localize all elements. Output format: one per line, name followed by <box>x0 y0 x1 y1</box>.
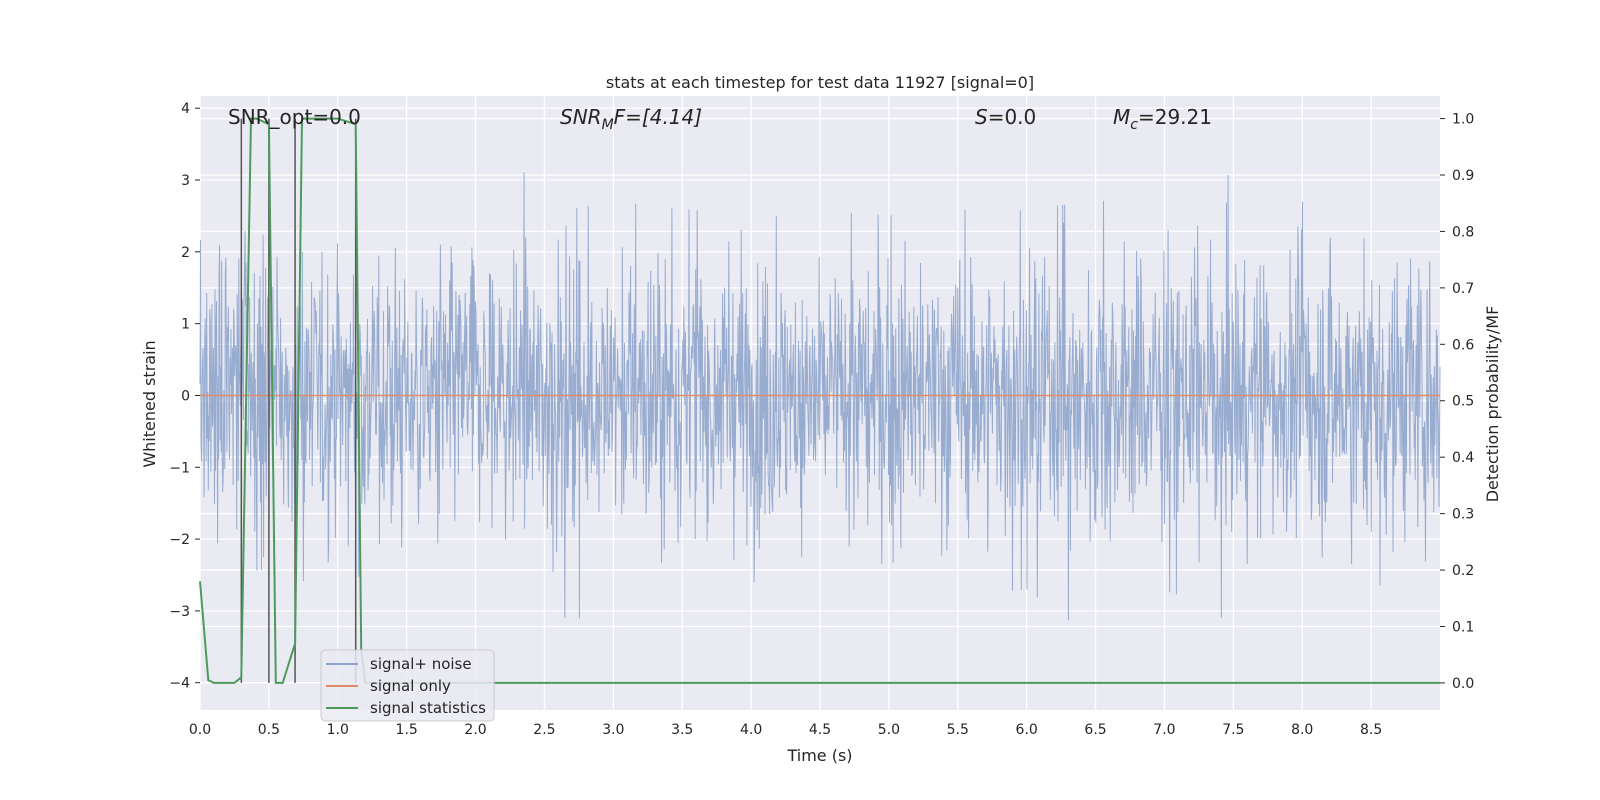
x-tick-label: 1.0 <box>327 722 349 738</box>
annotation-s-symbol: S <box>975 105 988 129</box>
annotation-s-value: =0.0 <box>988 105 1037 129</box>
y-tick-label: 3 <box>181 173 190 189</box>
y2-tick-label: 0.3 <box>1452 507 1474 523</box>
legend-box <box>320 649 495 722</box>
x-tick-label: 4.5 <box>809 722 831 738</box>
stats-line <box>199 117 1440 684</box>
y2-axis-label: Detection probability/MF <box>1483 306 1502 503</box>
y2-tick-label: 0.5 <box>1452 394 1474 410</box>
annotation-mc-subscript: c <box>1130 117 1138 133</box>
x-tick-label: 7.5 <box>1222 722 1244 738</box>
legend-label-signal: signal only <box>370 677 451 695</box>
y2-tick-label: 0.0 <box>1452 676 1474 692</box>
y2-tick-label: 0.8 <box>1452 224 1474 240</box>
x-tick-label: 0.0 <box>189 722 211 738</box>
y-tick-label: 0 <box>181 388 190 404</box>
annotation-mc: Mc=29.21 <box>1113 105 1212 133</box>
x-tick-label: 0.5 <box>258 722 280 738</box>
legend-label-noise: signal+ noise <box>370 655 472 673</box>
y2-tick-label: 1.0 <box>1452 112 1474 128</box>
x-tick-label: 3.5 <box>671 722 693 738</box>
y2-tick-label: 0.9 <box>1452 168 1474 184</box>
annotation-snr-mf-subscript: M <box>602 117 614 133</box>
y-tick-label: −4 <box>169 676 190 692</box>
x-tick-label: 8.5 <box>1360 722 1382 738</box>
stats-series <box>199 117 1440 684</box>
noise-series <box>199 172 1441 621</box>
x-tick-label: 8.0 <box>1291 722 1313 738</box>
y-tick-label: −1 <box>169 460 190 476</box>
chart-title: stats at each timestep for test data 119… <box>606 73 1034 92</box>
y-tick-label: 4 <box>181 101 190 117</box>
y-tick-label: 1 <box>181 317 190 333</box>
annotation-snr-opt: SNR_opt=0.0 <box>228 105 361 129</box>
y2-tick-label: 0.7 <box>1452 281 1474 297</box>
x-tick-label: 5.5 <box>947 722 969 738</box>
x-tick-label: 6.5 <box>1084 722 1106 738</box>
annotation-snr-mf: SNRMF=[4.14] <box>560 105 702 133</box>
noise-line <box>199 172 1441 621</box>
x-tick-label: 1.5 <box>396 722 418 738</box>
x-tick-label: 2.5 <box>533 722 555 738</box>
x-tick-label: 7.0 <box>1153 722 1175 738</box>
y-tick-label: −3 <box>169 604 190 620</box>
legend-label-stats: signal statistics <box>370 699 486 717</box>
legend: signal+ noise signal only signal statist… <box>320 649 495 722</box>
x-axis-ticks: 0.0 0.5 1.0 1.5 2.0 2.5 3.0 3.5 4.0 4.5 5.0 5.5 6.0 6… <box>189 722 1382 738</box>
y2-axis-ticks: 1.0 0.9 0.8 0.7 0.6 0.5 0.4 0.3 0.2 0.1 0.0 <box>1440 112 1474 692</box>
y-axis-label: Whitened strain <box>140 340 159 467</box>
annotation-mc-value: =29.21 <box>1138 105 1212 129</box>
y-tick-label: 2 <box>181 245 190 261</box>
annotation-s: S=0.0 <box>975 105 1036 129</box>
x-tick-label: 6.0 <box>1016 722 1038 738</box>
y2-tick-label: 0.6 <box>1452 337 1474 353</box>
annotation-snr-mf-value: F=[4.14] <box>614 105 702 129</box>
annotation-mc-symbol: M <box>1113 105 1130 129</box>
x-tick-label: 4.0 <box>740 722 762 738</box>
y2-tick-label: 0.1 <box>1452 619 1474 635</box>
y2-tick-label: 0.4 <box>1452 450 1474 466</box>
x-tick-label: 5.0 <box>878 722 900 738</box>
y-axis-ticks: 4 3 2 1 0 −1 −2 −3 −4 <box>169 101 200 692</box>
y-tick-label: −2 <box>169 532 190 548</box>
x-tick-label: 2.0 <box>464 722 486 738</box>
annotation-snr-mf-symbol: SNR <box>560 105 602 129</box>
x-axis-label: Time (s) <box>786 746 852 765</box>
x-tick-label: 3.0 <box>602 722 624 738</box>
y2-tick-label: 0.2 <box>1452 563 1474 579</box>
